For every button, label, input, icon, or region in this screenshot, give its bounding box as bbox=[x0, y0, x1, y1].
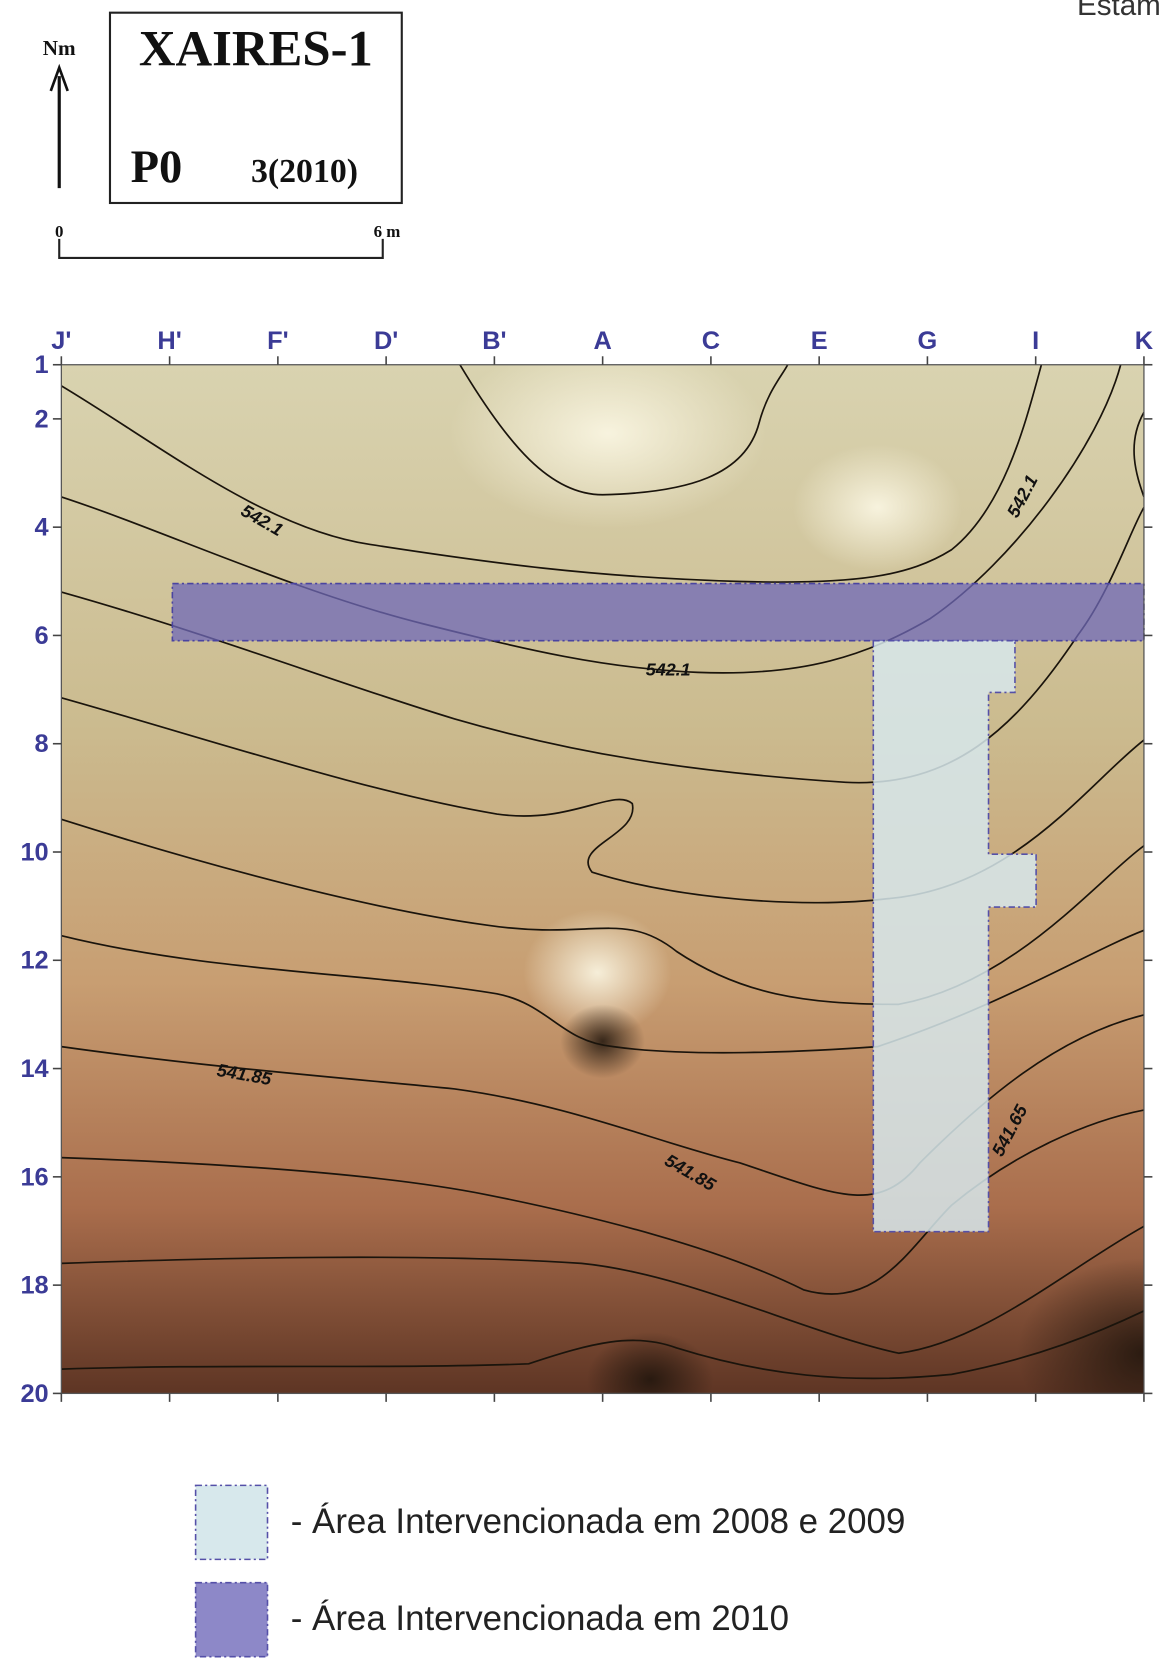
shadow bbox=[560, 1004, 645, 1078]
year: 3(2010) bbox=[251, 153, 358, 190]
row-label: 10 bbox=[20, 838, 48, 866]
column-label: I bbox=[1032, 327, 1039, 355]
column-label: A bbox=[593, 327, 611, 355]
column-label: F' bbox=[267, 327, 289, 355]
north-label: Nm bbox=[43, 36, 76, 60]
column-label: J' bbox=[51, 327, 71, 355]
row-label: 6 bbox=[35, 622, 49, 650]
page: {"header":{"stamp":"Estam","north":"Nm",… bbox=[0, 0, 1163, 1663]
legend-label: - Área Intervencionada em 2008 e 2009 bbox=[291, 1502, 906, 1541]
scale-bar bbox=[59, 239, 383, 258]
legend-swatch bbox=[196, 1583, 268, 1657]
legend-swatch bbox=[196, 1485, 268, 1559]
shadow bbox=[587, 1332, 714, 1427]
highlight bbox=[449, 338, 766, 528]
column-label: K bbox=[1135, 327, 1154, 355]
row-label: 1 bbox=[35, 351, 49, 379]
row-label: 18 bbox=[20, 1272, 48, 1300]
row-label: 16 bbox=[20, 1163, 48, 1191]
row-label: 4 bbox=[35, 514, 49, 542]
row-label: 2 bbox=[35, 405, 49, 433]
legend-label: - Área Intervencionada em 2010 bbox=[291, 1599, 789, 1638]
column-label: B' bbox=[482, 327, 506, 355]
column-label: G bbox=[918, 327, 938, 355]
column-label: D' bbox=[374, 327, 398, 355]
scale-start: 0 bbox=[55, 222, 63, 241]
map-figure: Estam Nm XAIRES-1 P0 3(2010) 0 6 m 542.1… bbox=[0, 0, 1163, 1663]
column-label: E bbox=[811, 327, 828, 355]
row-label: 20 bbox=[20, 1380, 48, 1408]
row-label: 14 bbox=[20, 1055, 48, 1083]
row-label: 8 bbox=[35, 730, 49, 758]
contour-label: 542.1 bbox=[646, 660, 691, 680]
code: P0 bbox=[131, 142, 183, 193]
column-label: H' bbox=[157, 327, 181, 355]
scale-end: 6 m bbox=[374, 222, 401, 241]
area-2010 bbox=[172, 584, 1144, 641]
row-label: 12 bbox=[20, 947, 48, 975]
column-label: C bbox=[702, 327, 720, 355]
highlight bbox=[793, 444, 962, 571]
title: XAIRES-1 bbox=[139, 21, 373, 77]
stamp-text: Estam bbox=[1077, 0, 1161, 22]
